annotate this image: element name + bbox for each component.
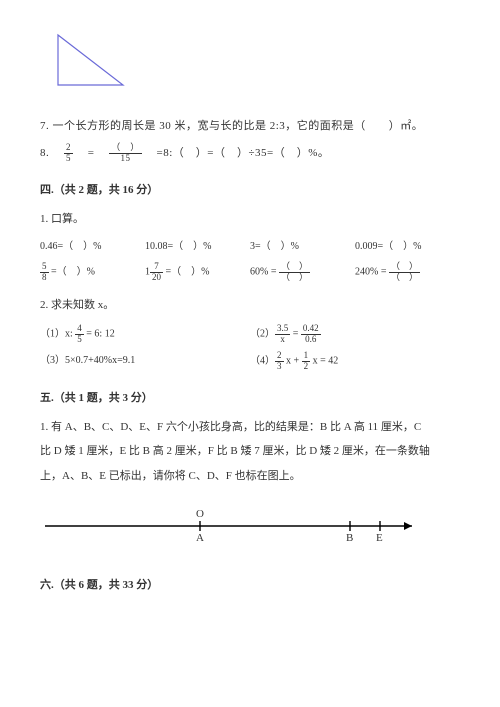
calc-cell: 10.08=（ ）% (145, 237, 250, 256)
text: x = 42 (310, 356, 338, 367)
text: 240% = (355, 267, 389, 278)
s5-q1-line1: 1. 有 A、B、C、D、E、F 六个小孩比身高，比的结果是：B 比 A 高 1… (40, 417, 460, 438)
frac: （ ） （ ） (389, 262, 420, 283)
text: 60% = (250, 267, 279, 278)
text: =（ ）% (163, 267, 209, 278)
q8-prefix: 8. (40, 147, 61, 159)
eq-pair-1: （1）x: 4 5 = 6: 12 （2） 3.5 x = 0.42 0.6 (40, 324, 460, 345)
frac: （ ） （ ） (279, 262, 310, 283)
calc-cell: 1 7 20 =（ ）% (145, 262, 250, 283)
text: x + (284, 356, 302, 367)
s4-q2-label: 2. 求未知数 x。 (40, 295, 460, 316)
svg-text:E: E (376, 532, 383, 544)
frac-den: （ ） (279, 273, 310, 283)
text: （2） (250, 329, 275, 340)
calc-row-2: 5 8 =（ ）% 1 7 20 =（ ）% 60% = （ ） （ ） 240… (40, 262, 460, 283)
triangle-figure (48, 30, 460, 98)
eq-pair-2: （3）5×0.7+40%x=9.1 （4） 2 3 x + 1 2 x = 42 (40, 351, 460, 372)
eq-3: （3）5×0.7+40%x=9.1 (40, 351, 250, 372)
calc-cell: 0.009=（ ）% (355, 237, 460, 256)
number-line-figure: OA B E (40, 501, 460, 557)
frac: 7 20 (150, 262, 163, 283)
text: =（ ）% (49, 267, 95, 278)
eq-1: （1）x: 4 5 = 6: 12 (40, 324, 250, 345)
q8-eq: = (76, 147, 106, 159)
calc-cell: 0.46=（ ）% (40, 237, 145, 256)
svg-text:B: B (346, 532, 353, 544)
frac-den: 15 (109, 154, 142, 164)
frac-den: 5 (75, 335, 84, 345)
text: （1）x: (40, 329, 75, 340)
frac: 4 5 (75, 324, 84, 345)
question-7: 7. 一个长方形的周长是 30 米，宽与长的比是 2:3，它的面积是（ ）㎡。 (40, 116, 460, 137)
text: （4） (250, 356, 275, 367)
frac-den: （ ） (389, 273, 420, 283)
number-line-svg: OA B E (40, 501, 420, 549)
frac: 2 3 (275, 351, 284, 372)
frac-den: 2 (302, 362, 311, 372)
text: = 6: 12 (84, 329, 115, 340)
frac: 0.42 0.6 (301, 324, 321, 345)
calc-cell: 240% = （ ） （ ） (355, 262, 460, 283)
q8-frac2: （ ） 15 (109, 143, 142, 164)
frac-den: 8 (40, 273, 49, 283)
s5-q1-line3: 上，A、B、E 已标出，请你将 C、D、F 也标在图上。 (40, 466, 460, 487)
section-6-title: 六.（共 6 题，共 33 分） (40, 575, 460, 596)
frac: 3.5 x (275, 324, 290, 345)
question-8: 8. 2 5 = （ ） 15 =8:（ ）=（ ）÷35=（ ）%。 (40, 143, 460, 164)
section-5-title: 五.（共 1 题，共 3 分） (40, 388, 460, 409)
section-4-title: 四.（共 2 题，共 16 分） (40, 180, 460, 201)
text: = (290, 329, 301, 340)
triangle-svg (48, 30, 133, 90)
calc-cell: 5 8 =（ ）% (40, 262, 145, 283)
q8-frac1: 2 5 (64, 143, 73, 164)
eq-2: （2） 3.5 x = 0.42 0.6 (250, 324, 460, 345)
svg-text:A: A (196, 532, 204, 544)
frac: 5 8 (40, 262, 49, 283)
frac: 1 2 (302, 351, 311, 372)
eq-4: （4） 2 3 x + 1 2 x = 42 (250, 351, 460, 372)
svg-text:O: O (196, 508, 204, 520)
calc-row-1: 0.46=（ ）% 10.08=（ ）% 3=（ ）% 0.009=（ ）% (40, 237, 460, 256)
calc-cell: 3=（ ）% (250, 237, 355, 256)
s5-q1-line2: 比 D 矮 1 厘米，E 比 B 高 2 厘米，F 比 B 矮 7 厘米，比 D… (40, 441, 460, 462)
q8-rest: =8:（ ）=（ ）÷35=（ ）%。 (145, 147, 329, 159)
s4-q1-label: 1. 口算。 (40, 209, 460, 230)
calc-cell: 60% = （ ） （ ） (250, 262, 355, 283)
frac-den: 5 (64, 154, 73, 164)
frac-den: 0.6 (301, 335, 321, 345)
frac-den: 3 (275, 362, 284, 372)
frac-den: x (275, 335, 290, 345)
frac-den: 20 (150, 273, 163, 283)
